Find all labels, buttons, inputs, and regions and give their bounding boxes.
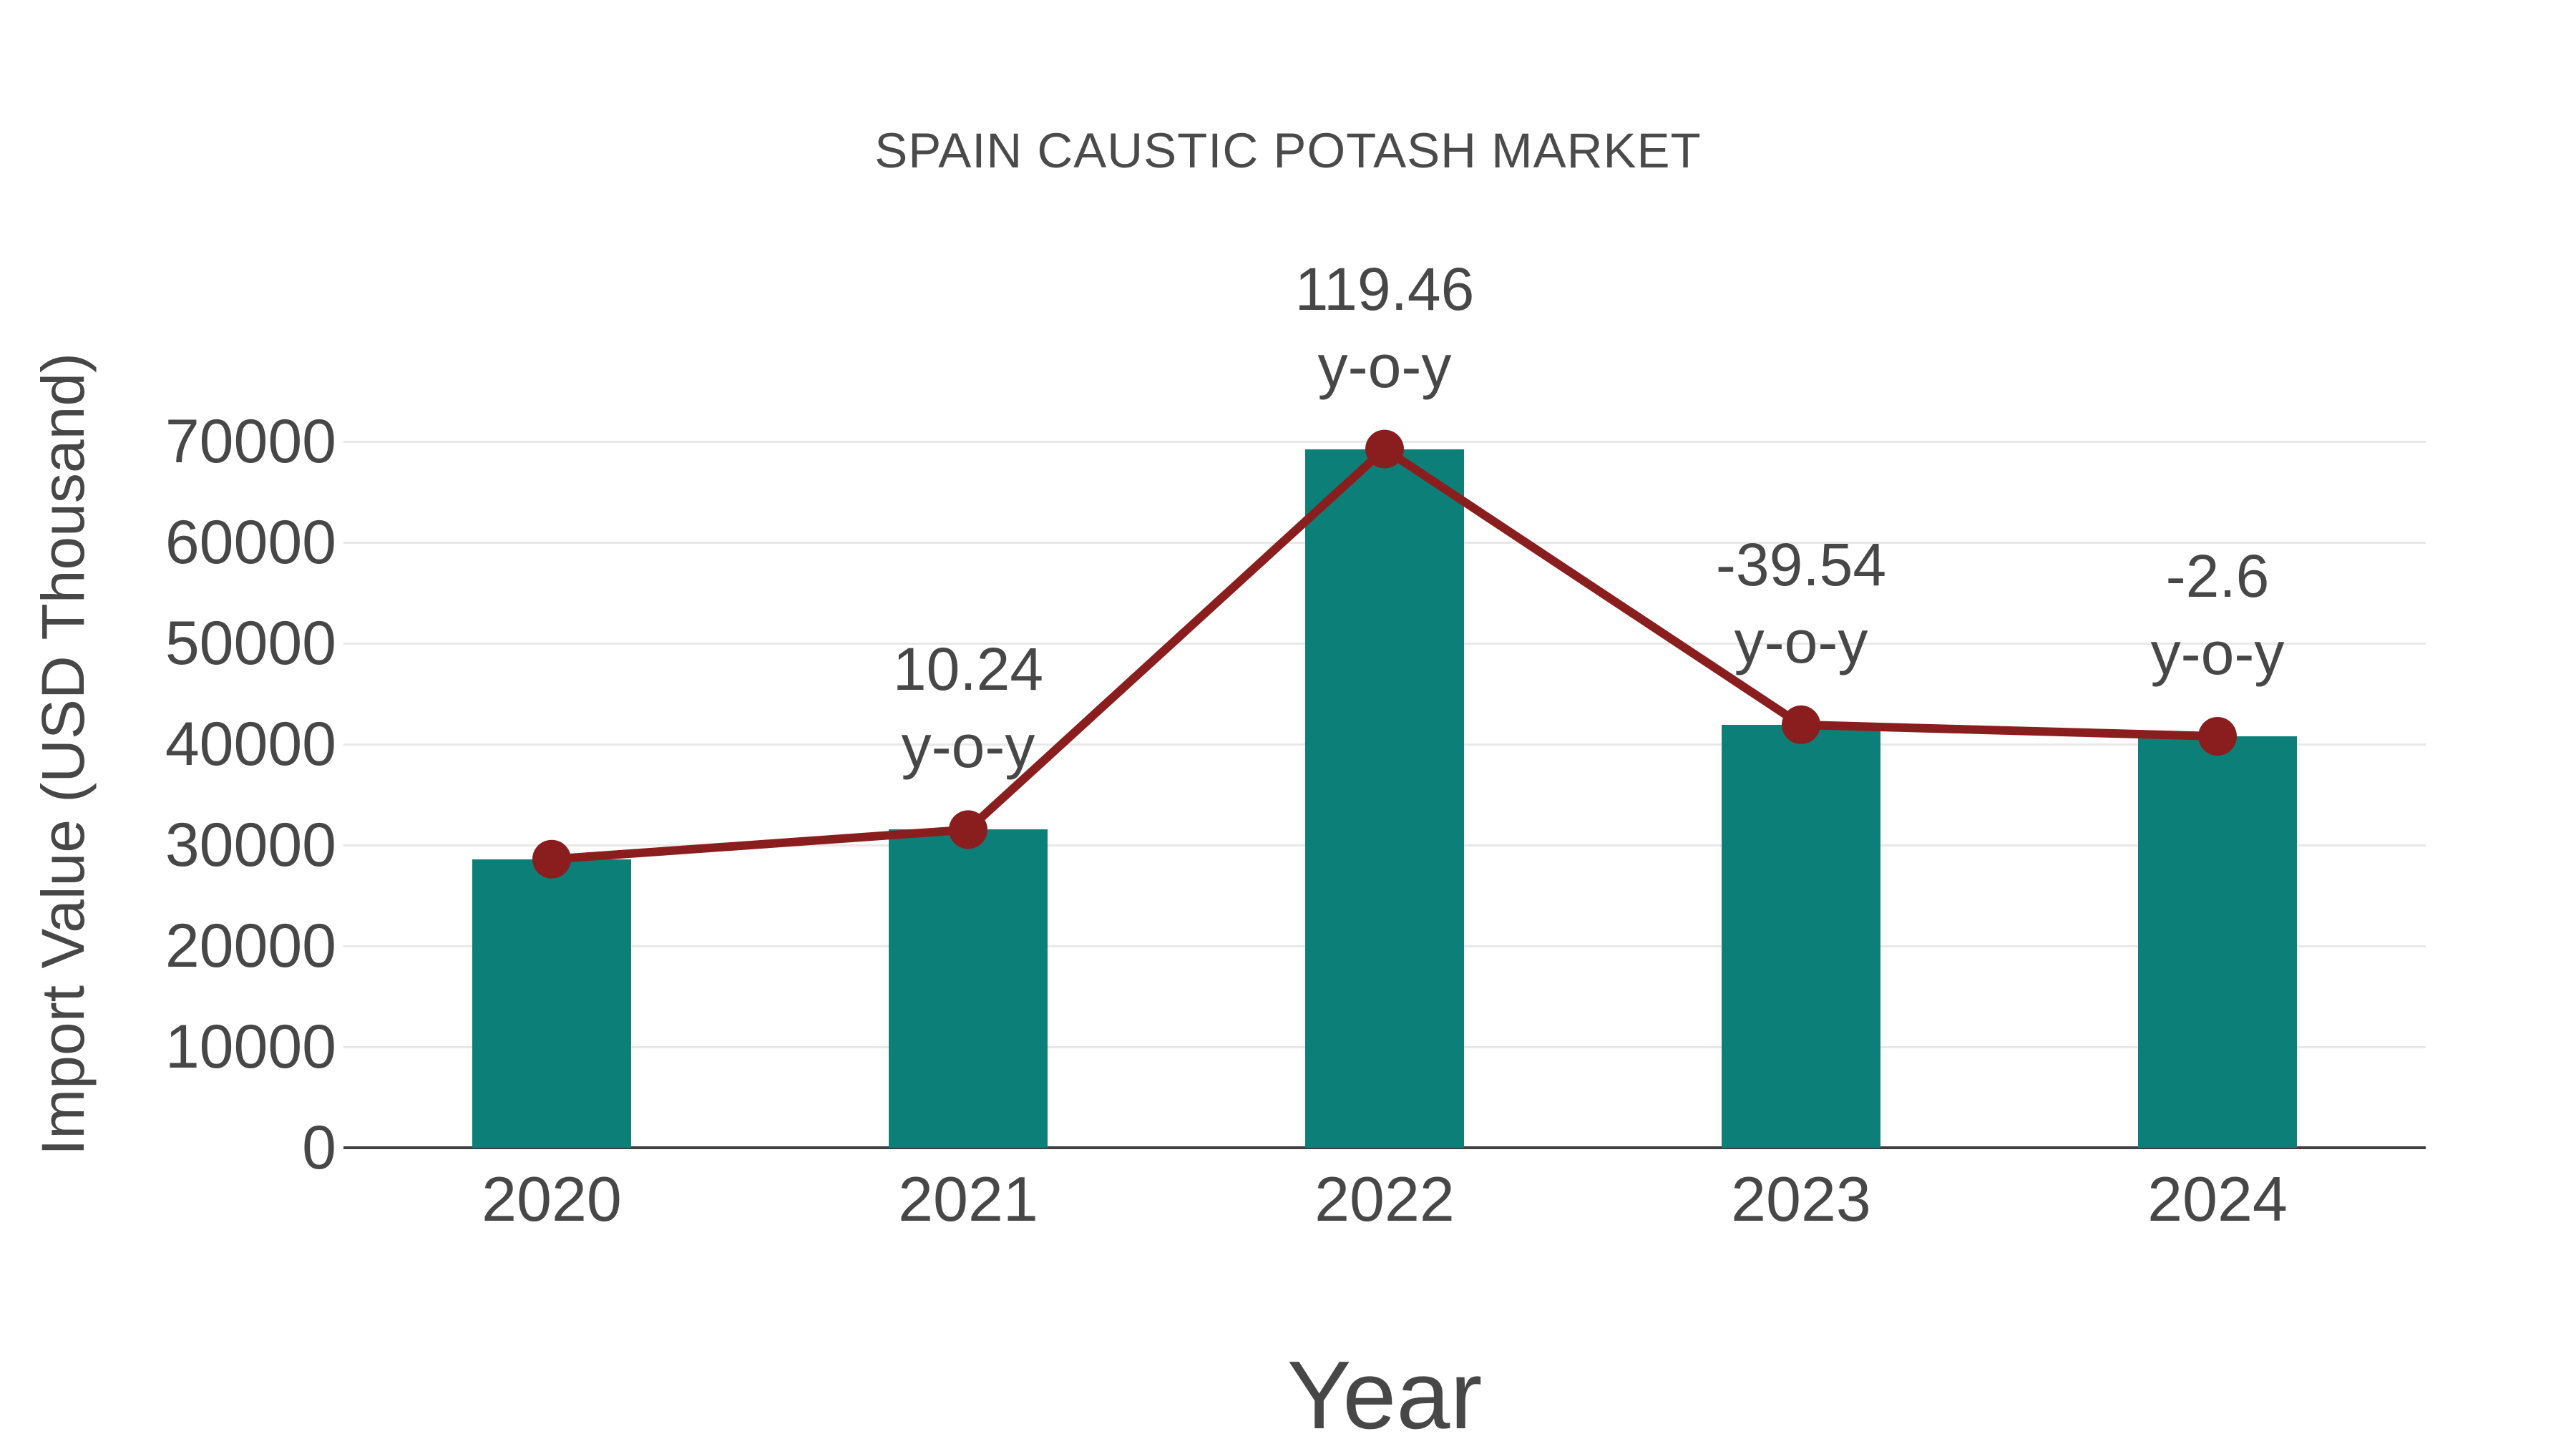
x-tick-2022: 2022 [1314,1163,1455,1234]
y-tick-50000: 50000 [165,609,336,678]
marker-2023 [1782,705,1820,744]
marker-2022 [1365,429,1404,469]
bar-2024 [2138,736,2297,1148]
annotation-yoy-label: y-o-y [1317,332,1452,400]
yoy-line-layer [532,429,2237,879]
y-tick-40000: 40000 [165,710,336,779]
y-tick-0: 0 [302,1113,336,1182]
annotation-yoy-label: y-o-y [2150,620,2285,687]
y-tick-70000: 70000 [165,407,336,476]
annotation-value: -2.6 [2165,542,2270,610]
annotation-2021: 10.24 y-o-y [760,630,1176,785]
annotation-value: -39.54 [1715,530,1887,598]
y-tick-10000: 10000 [165,1013,336,1081]
annotation-2024: -2.6 y-o-y [2009,537,2426,692]
plot-area [343,429,2426,1149]
x-tick-2020: 2020 [482,1163,622,1234]
x-axis-title: Year [1287,1341,1483,1449]
annotation-value: 10.24 [892,635,1044,703]
y-tick-30000: 30000 [165,811,336,879]
x-tick-2023: 2023 [1731,1163,1871,1234]
bar-2022 [1305,449,1464,1148]
marker-2024 [2198,717,2237,756]
y-tick-60000: 60000 [165,508,336,577]
marker-2020 [532,839,571,879]
annotation-2022: 119.46 y-o-y [1176,250,1593,405]
annotation-yoy-label: y-o-y [1734,608,1868,675]
annotation-yoy-label: y-o-y [901,713,1035,781]
y-tick-20000: 20000 [165,912,336,980]
annotation-2023: -39.54 y-o-y [1593,526,2009,680]
x-tick-2021: 2021 [898,1163,1038,1234]
bar-2021 [889,829,1048,1148]
chart-title: SPAIN CAUSTIC POTASH MARKET [874,123,1702,178]
marker-2021 [949,810,987,849]
bar-2020 [472,859,631,1148]
annotation-value: 119.46 [1294,255,1475,323]
bar-2023 [1722,724,1880,1148]
x-axis-line [343,1146,2426,1149]
x-tick-2024: 2024 [2147,1163,2288,1234]
